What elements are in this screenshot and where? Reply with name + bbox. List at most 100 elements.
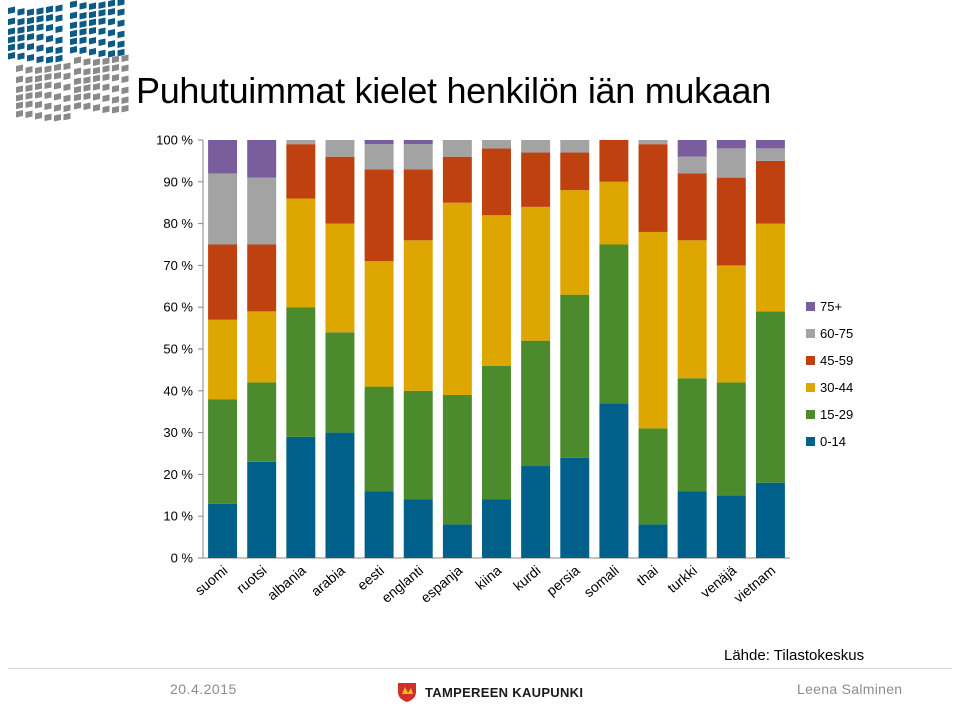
bar-segment bbox=[755, 482, 785, 558]
legend-swatch bbox=[806, 329, 815, 338]
bar-segment bbox=[247, 140, 277, 178]
bar-segment bbox=[364, 261, 394, 387]
bar-segment bbox=[247, 461, 277, 558]
bar-segment bbox=[677, 378, 707, 492]
y-tick-label: 20 % bbox=[163, 467, 193, 482]
bar-segment bbox=[560, 152, 590, 191]
bar-segment bbox=[364, 386, 394, 492]
x-tick-label: suomi bbox=[192, 562, 231, 598]
y-tick-label: 60 % bbox=[163, 300, 193, 315]
bar-segment bbox=[247, 382, 277, 462]
bar-segment bbox=[638, 428, 668, 525]
bar-segment bbox=[208, 173, 238, 245]
y-tick-label: 100 % bbox=[156, 133, 193, 148]
legend-label: 75+ bbox=[820, 299, 842, 314]
bar-segment bbox=[521, 152, 551, 207]
organization-logo bbox=[8, 0, 129, 122]
bar-segment bbox=[442, 394, 472, 525]
logo-block bbox=[8, 4, 63, 64]
bar-segment bbox=[677, 173, 707, 241]
footer-date: 20.4.2015 bbox=[170, 681, 237, 697]
bar-segment bbox=[325, 223, 355, 333]
city-crest-icon bbox=[398, 683, 416, 702]
bar-segment bbox=[403, 499, 433, 558]
bar-segment bbox=[208, 140, 238, 174]
y-tick-label: 30 % bbox=[163, 425, 193, 440]
bar-segment bbox=[286, 198, 316, 308]
x-tick-label: eesti bbox=[354, 562, 387, 593]
bar-segment bbox=[560, 457, 590, 558]
legend-swatch bbox=[806, 302, 815, 311]
x-tick-label: englanti bbox=[378, 562, 426, 606]
footer-divider bbox=[8, 668, 952, 669]
bar-segment bbox=[677, 156, 707, 174]
legend-label: 45-59 bbox=[820, 353, 853, 368]
bar-segment bbox=[364, 140, 394, 145]
legend-swatch bbox=[806, 356, 815, 365]
page-title: Puhutuimmat kielet henkilön iän mukaan bbox=[136, 70, 771, 111]
bar-segment bbox=[403, 169, 433, 241]
bar-segment bbox=[482, 499, 511, 558]
bar-segment bbox=[677, 491, 707, 558]
x-tick-label: somali bbox=[581, 562, 622, 600]
y-tick-label: 90 % bbox=[163, 174, 193, 189]
bar-segment bbox=[521, 466, 551, 558]
bar-segment bbox=[560, 190, 590, 295]
bar-segment bbox=[482, 215, 511, 366]
bar-segment bbox=[560, 294, 590, 458]
x-tick-label: albania bbox=[264, 562, 309, 603]
x-tick-label: arabia bbox=[308, 562, 348, 599]
logo-block bbox=[74, 54, 129, 114]
bar-segment bbox=[521, 206, 551, 341]
footer-author: Leena Salminen bbox=[797, 681, 903, 697]
logo-block bbox=[16, 62, 71, 122]
bar-segment bbox=[247, 177, 277, 245]
bar-segment bbox=[442, 140, 472, 157]
bar-segment bbox=[716, 265, 746, 383]
bar-segment bbox=[403, 390, 433, 500]
y-tick-label: 50 % bbox=[163, 342, 193, 357]
legend-label: 15-29 bbox=[820, 407, 853, 422]
bar-segment bbox=[208, 244, 238, 320]
bar-segment bbox=[286, 436, 316, 558]
bar-segment bbox=[208, 319, 238, 400]
bar-segment bbox=[638, 144, 668, 232]
x-tick-label: vietnam bbox=[731, 562, 779, 606]
bar-segment bbox=[560, 140, 590, 153]
bar-segment bbox=[208, 399, 238, 504]
bar-segment bbox=[364, 169, 394, 262]
bar-segment bbox=[755, 311, 785, 483]
bar-segment bbox=[599, 403, 629, 558]
bar-segment bbox=[286, 144, 316, 199]
x-tick-label: kiina bbox=[472, 562, 505, 593]
legend-swatch bbox=[806, 437, 815, 446]
source-note: Lähde: Tilastokeskus bbox=[724, 647, 865, 664]
bar-segment bbox=[755, 160, 785, 224]
bar-segment bbox=[599, 244, 629, 404]
bar-segment bbox=[755, 148, 785, 161]
legend-label: 60-75 bbox=[820, 326, 853, 341]
bar-segment bbox=[482, 148, 511, 216]
legend-swatch bbox=[806, 410, 815, 419]
bar-segment bbox=[286, 140, 316, 145]
bar-segment bbox=[716, 148, 746, 178]
bar-segment bbox=[403, 240, 433, 391]
x-tick-label: kurdi bbox=[510, 562, 544, 594]
bar-segment bbox=[286, 307, 316, 437]
bar-segment bbox=[638, 140, 668, 145]
bar-segment bbox=[599, 140, 629, 182]
bar-segment bbox=[482, 140, 511, 149]
bar-segment bbox=[716, 177, 746, 266]
bar-segment bbox=[716, 140, 746, 149]
city-logo-text: TAMPEREEN KAUPUNKI bbox=[425, 684, 584, 700]
bar-segment bbox=[638, 524, 668, 558]
bar-segment bbox=[677, 140, 707, 157]
bar-segment bbox=[755, 140, 785, 149]
bar-segment bbox=[677, 240, 707, 379]
y-tick-label: 10 % bbox=[163, 509, 193, 524]
x-tick-label: thai bbox=[633, 562, 661, 589]
city-logo: TAMPEREEN KAUPUNKI bbox=[396, 681, 583, 703]
legend-label: 30-44 bbox=[820, 380, 853, 395]
legend-label: 0-14 bbox=[820, 434, 846, 449]
bar-segment bbox=[442, 202, 472, 395]
